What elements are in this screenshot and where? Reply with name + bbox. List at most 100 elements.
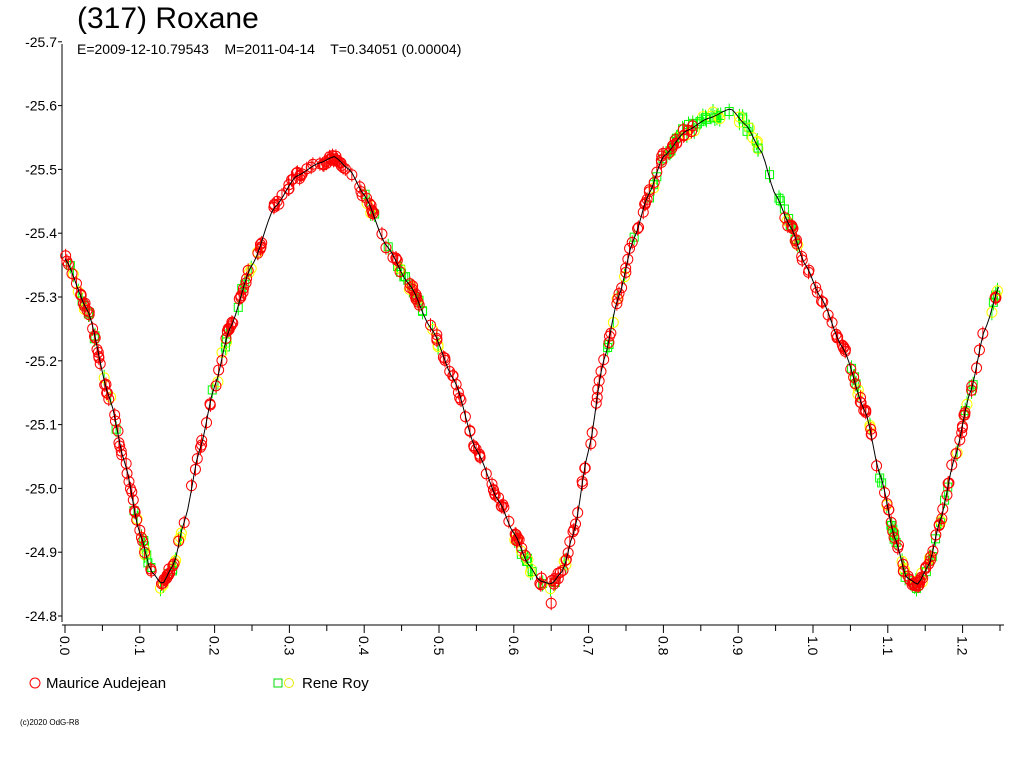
data-point	[933, 519, 945, 531]
data-point	[803, 266, 815, 278]
data-point	[424, 319, 436, 331]
y-tick-label: -25.0	[25, 480, 57, 496]
data-point	[822, 309, 834, 321]
data-point	[811, 286, 823, 298]
data-point	[920, 561, 932, 573]
data-point	[747, 132, 759, 144]
data-point	[191, 453, 203, 465]
data-point	[927, 545, 939, 557]
data-point	[88, 330, 100, 342]
data-point	[75, 289, 87, 301]
data-point	[92, 346, 104, 358]
data-point	[394, 266, 406, 278]
data-point	[854, 396, 866, 408]
data-point	[753, 143, 763, 153]
data-point	[930, 529, 942, 541]
x-tick-label: 1.1	[880, 636, 896, 656]
data-point	[682, 124, 694, 136]
data-point	[235, 291, 247, 303]
data-point	[254, 238, 266, 250]
data-point	[744, 122, 756, 134]
y-tick-label: -25.5	[25, 161, 57, 177]
data-point	[367, 208, 379, 220]
data-point	[94, 358, 106, 370]
data-point	[109, 409, 121, 421]
data-point	[786, 220, 798, 232]
x-tick-label: 0.2	[207, 636, 223, 656]
data-point	[129, 505, 141, 517]
data-point	[616, 282, 628, 294]
data-point	[619, 271, 631, 283]
data-point	[355, 186, 367, 198]
data-point	[906, 579, 918, 591]
x-tick-label: 0.5	[431, 636, 447, 656]
data-point	[276, 189, 288, 201]
data-point	[989, 291, 1001, 303]
x-tick-label: 0.7	[581, 636, 597, 656]
data-point	[387, 251, 399, 263]
data-point	[620, 262, 632, 274]
data-point	[651, 166, 663, 178]
data-point	[459, 411, 471, 423]
data-point	[60, 250, 72, 262]
y-axis-ticks: -25.7 -25.6 -25.5 -25.4 -25.3 -25.2 -25.1 -25.0…	[25, 34, 62, 624]
data-point	[365, 199, 377, 211]
data-point	[335, 160, 347, 172]
data-point	[145, 565, 157, 577]
data-point	[881, 498, 893, 510]
data-point	[503, 515, 515, 527]
data-point	[134, 524, 146, 536]
x-tick-label: 0.8	[655, 636, 671, 656]
x-tick-label: 0.3	[281, 636, 297, 656]
data-point	[790, 234, 802, 246]
data-point	[603, 330, 615, 342]
data-point	[849, 378, 861, 390]
data-point	[879, 487, 891, 499]
fit-curve-line	[64, 108, 999, 585]
data-point	[937, 503, 949, 515]
data-point	[407, 284, 419, 296]
data-point	[159, 574, 171, 586]
data-point	[892, 542, 904, 554]
copyright-text: (c)2020 OdG-R8	[20, 718, 80, 727]
data-point	[961, 398, 973, 410]
data-point	[817, 296, 829, 308]
data-point	[738, 114, 748, 124]
x-tick-label: 1.2	[955, 636, 971, 656]
y-tick-label: -25.2	[25, 353, 57, 369]
data-point	[455, 394, 467, 406]
x-tick-label: 0.6	[506, 636, 522, 656]
data-point	[591, 391, 603, 403]
data-point	[956, 422, 968, 434]
data-point	[201, 417, 213, 429]
data-point	[576, 478, 588, 490]
data-point	[101, 387, 113, 399]
y-tick-label: -25.1	[25, 417, 57, 433]
chart-subtitle: E=2009-12-10.79543 M=2011-04-14 T=0.3405…	[77, 41, 462, 57]
data-point	[356, 190, 368, 202]
data-point	[103, 393, 115, 405]
data-point	[990, 292, 1002, 304]
data-point	[899, 564, 911, 576]
data-point	[167, 560, 179, 572]
data-point	[554, 566, 566, 578]
data-point	[549, 573, 561, 585]
series-maurice-audejean	[60, 118, 1002, 611]
data-point	[562, 547, 574, 559]
data-point	[519, 550, 531, 562]
data-point	[439, 354, 451, 366]
data-point	[796, 250, 808, 262]
data-point	[567, 526, 579, 538]
x-axis-ticks: 0.0 0.1 0.2 0.3 0.4 0.5 0.6 0.7 0.8 0.9 1.0 1.1 1.2	[57, 625, 1001, 656]
data-point	[196, 434, 208, 446]
data-point	[973, 344, 985, 356]
legend-label: Maurice Audejean	[46, 674, 167, 692]
data-point	[495, 500, 507, 512]
data-point	[62, 258, 74, 270]
data-point	[488, 484, 500, 496]
data-point	[643, 186, 655, 198]
data-point	[586, 427, 598, 439]
data-point	[548, 578, 560, 590]
data-point	[99, 379, 111, 391]
data-point	[256, 237, 268, 249]
